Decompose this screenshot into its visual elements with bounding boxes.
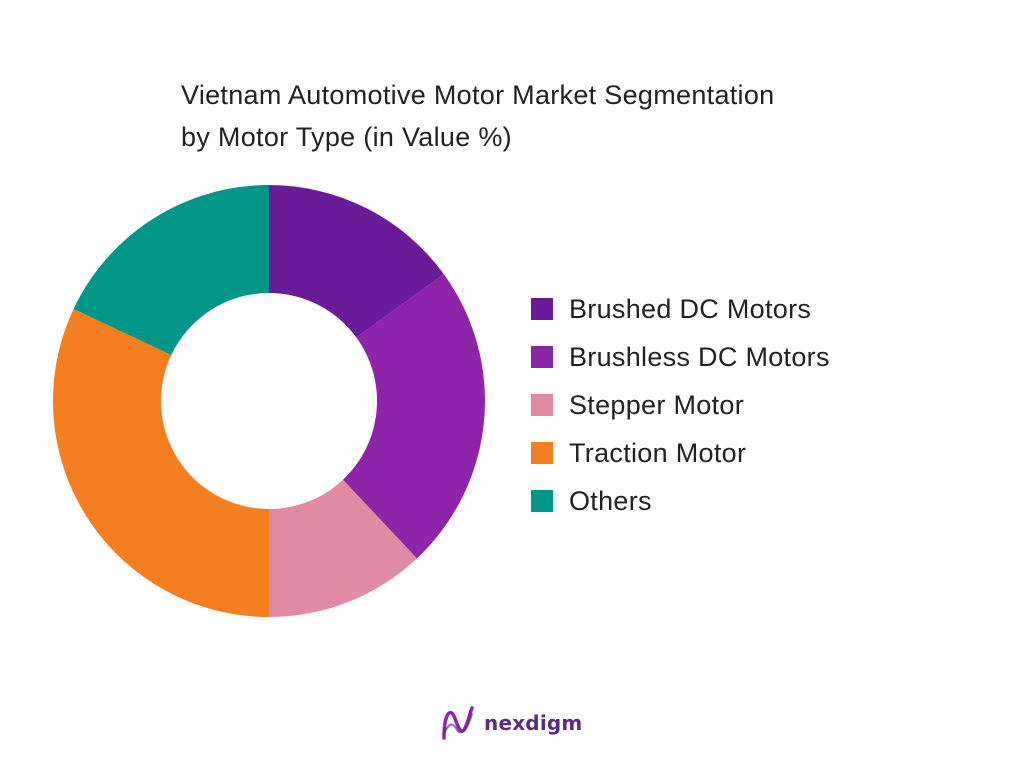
legend-item-others: Others	[531, 477, 830, 525]
legend-label: Stepper Motor	[569, 389, 744, 420]
donut-slice-stepper-motor	[269, 479, 417, 617]
legend-swatch	[531, 490, 553, 512]
donut-slice-others	[73, 185, 269, 356]
legend-label: Brushless DC Motors	[569, 341, 830, 372]
legend-label: Brushed DC Motors	[569, 293, 812, 324]
chart-title: Vietnam Automotive Motor Market Segmenta…	[181, 74, 961, 158]
chart-legend: Brushed DC Motors Brushless DC Motors St…	[531, 285, 830, 525]
legend-swatch	[531, 346, 553, 368]
legend-item-traction: Traction Motor	[531, 429, 830, 477]
brand-name: nexdigm	[484, 711, 583, 735]
legend-label: Traction Motor	[569, 437, 747, 468]
donut-slice-brushless-dc-motors	[342, 274, 486, 559]
chart-title-line-1: Vietnam Automotive Motor Market Segmenta…	[181, 80, 775, 110]
donut-slice-brushed-dc-motors	[269, 185, 444, 338]
donut-slice-traction-motor	[52, 309, 269, 617]
chart-title-line-2: by Motor Type (in Value %)	[181, 122, 512, 152]
legend-swatch	[531, 298, 553, 320]
legend-label: Others	[569, 485, 652, 516]
brand-footer: nexdigm	[440, 704, 582, 742]
legend-item-stepper: Stepper Motor	[531, 381, 830, 429]
legend-swatch	[531, 442, 553, 464]
legend-swatch	[531, 394, 553, 416]
legend-item-brushed-dc: Brushed DC Motors	[531, 285, 830, 333]
legend-item-brushless-dc: Brushless DC Motors	[531, 333, 830, 381]
nexdigm-logo-icon	[442, 706, 474, 740]
